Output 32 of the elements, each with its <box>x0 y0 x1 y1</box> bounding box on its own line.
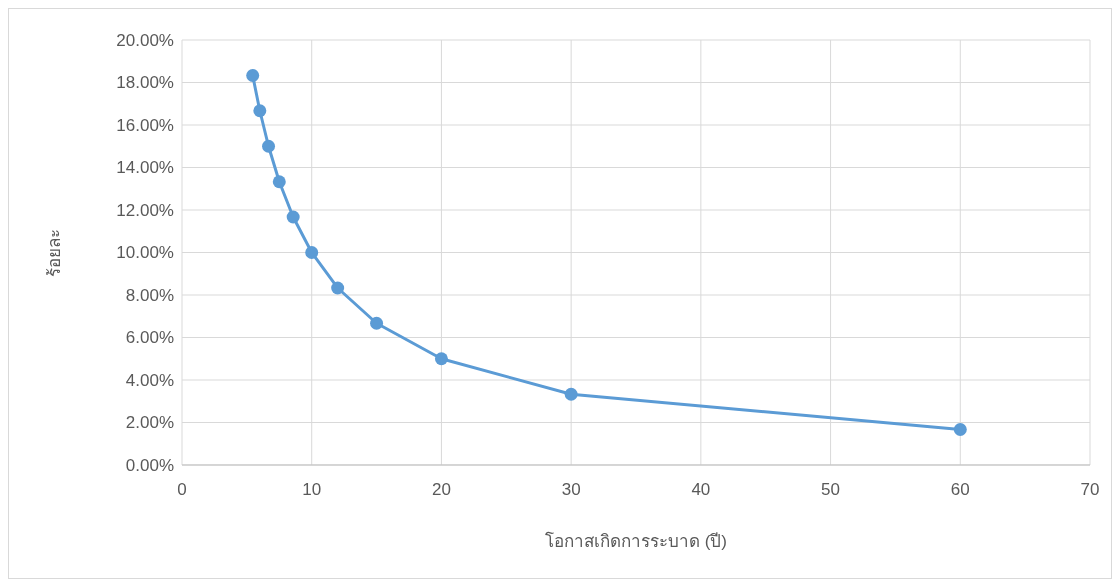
y-tick-label: 20.00% <box>116 30 174 50</box>
point <box>253 104 267 118</box>
point <box>262 139 276 153</box>
x-axis-title: โอกาสเกิดการระบาด (ปี) <box>544 531 728 551</box>
y-tick-label: 8.00% <box>125 285 174 305</box>
x-tick-label: 40 <box>691 480 711 499</box>
point <box>370 316 384 330</box>
x-tick-label: 70 <box>1080 480 1100 499</box>
y-tick-label: 10.00% <box>116 243 174 263</box>
y-tick-label: 4.00% <box>125 370 174 390</box>
point <box>305 246 319 259</box>
point <box>272 175 286 189</box>
y-axis-title: ร้อยละ <box>45 228 64 277</box>
point <box>246 68 260 82</box>
y-tick-label: 2.00% <box>125 413 174 433</box>
point <box>286 210 300 224</box>
x-tick-label: 20 <box>431 480 451 499</box>
x-tick-label: 0 <box>177 480 187 499</box>
x-tick-label: 10 <box>302 480 322 499</box>
y-tick-label: 12.00% <box>116 200 174 220</box>
y-tick-label: 6.00% <box>125 328 174 348</box>
x-tick-label: 60 <box>950 480 970 499</box>
point <box>564 387 578 401</box>
point <box>331 281 345 295</box>
x-tick-label: 30 <box>561 480 581 499</box>
y-tick-label: 14.00% <box>116 158 174 178</box>
point <box>953 423 967 437</box>
x-tick-label: 50 <box>821 480 841 499</box>
y-tick-label: 16.00% <box>116 115 174 135</box>
y-tick-label: 18.00% <box>116 73 174 93</box>
y-tick-label: 0.00% <box>125 455 174 475</box>
point <box>434 352 448 366</box>
